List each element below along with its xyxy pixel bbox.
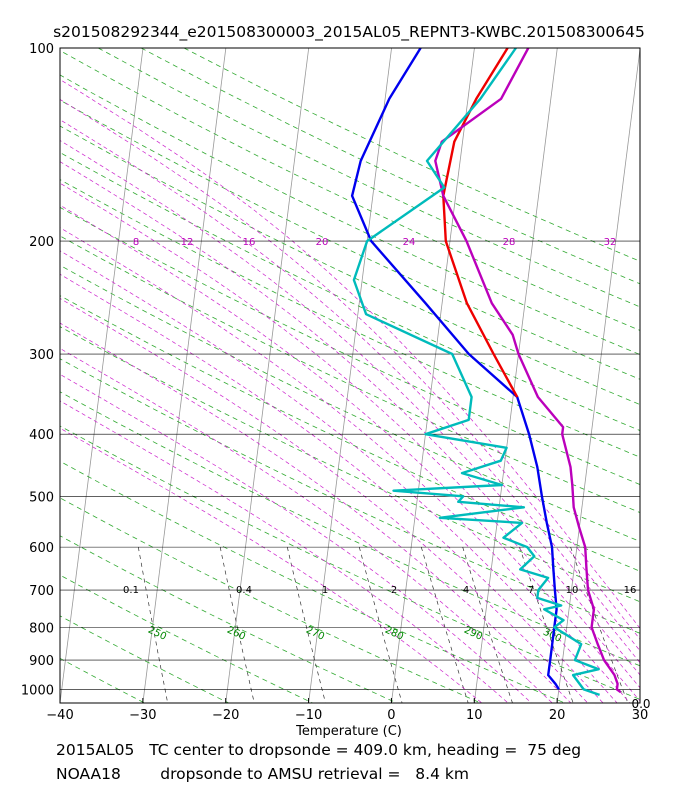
moist-adiabat-line: [60, 322, 572, 703]
isotherm-line: [60, 48, 144, 703]
mixing-ratio-label: 10: [566, 585, 579, 596]
isotherm-line: [60, 48, 61, 53]
x-tick-label: −40: [46, 708, 73, 723]
moist-adiabat-label: 32: [604, 237, 617, 248]
x-tick-label: −30: [129, 708, 156, 723]
moist-adiabat-label: 8: [133, 237, 139, 248]
dry-adiabat-line: [60, 535, 397, 703]
moist-adiabat-line: [60, 79, 640, 629]
series-magenta-line: [434, 48, 622, 694]
profile-series: [350, 48, 622, 697]
skewt-chart: s201508292344_e201508300003_2015AL05_REP…: [21, 23, 651, 739]
moist-adiabat-line: [60, 161, 640, 676]
dry-adiabat-line: [60, 702, 61, 703]
plot-frame: [59, 47, 641, 704]
x-axis-label: Temperature (C): [295, 724, 402, 739]
mixing-ratio-line: [420, 547, 469, 703]
moist-adiabat-line: [60, 99, 640, 640]
mixing-ratio-line: [519, 546, 574, 703]
y-tick-label: 500: [29, 490, 54, 505]
y-tick-label: 400: [29, 428, 54, 443]
y-tick-label: 800: [29, 621, 54, 636]
isotherm-line: [556, 48, 640, 703]
dry-adiabat-line: [60, 497, 481, 703]
dry-adiabat-line: [60, 391, 640, 667]
mixing-ratio-line: [358, 547, 403, 703]
chart-title: s201508292344_e201508300003_2015AL05_REP…: [53, 23, 645, 42]
moist-adiabat-label: 24: [403, 237, 416, 248]
mixing-ratio-line: [137, 547, 169, 703]
mixing-ratio-label: 4: [463, 585, 469, 596]
corner-label: 0.0: [631, 697, 650, 711]
mixing-ratio-line: [219, 547, 255, 703]
dry-adiabat-line: [60, 179, 640, 458]
moist-adiabat-label: 12: [181, 237, 194, 248]
y-tick-label: 200: [29, 235, 54, 250]
dry-adiabat-line: [60, 264, 640, 542]
mixing-ratio-line: [286, 547, 326, 703]
isotherm-line: [639, 699, 640, 703]
dry-adiabat-line: [60, 99, 640, 380]
moist-adiabat-label: 16: [243, 237, 256, 248]
isotherm-line: [391, 48, 475, 703]
y-tick-label: 700: [29, 584, 54, 599]
x-tick-label: −10: [295, 708, 322, 723]
dry-adiabat-line: [60, 295, 640, 572]
moist-adiabat-label: 28: [503, 237, 516, 248]
caption-line-2: NOAA18 dropsonde to AMSU retrieval = 8.4…: [56, 765, 469, 783]
moist-adiabat-line: [60, 373, 532, 703]
mixing-ratio-label: 0.1: [123, 585, 139, 596]
caption-line-1: 2015AL05 TC center to dropsonde = 409.0 …: [56, 741, 582, 759]
x-tick-label: −20: [212, 708, 239, 723]
mixing-ratio-line: [570, 546, 629, 703]
dry-adiabat-line: [60, 460, 565, 703]
x-tick-label: 30: [632, 708, 649, 723]
isotherm-line: [473, 48, 558, 703]
moist-adiabat-label: 20: [316, 237, 329, 248]
mixing-ratio-label: 16: [624, 585, 637, 596]
isotherm-line: [225, 48, 310, 703]
moist-adiabat-line: [60, 427, 483, 703]
y-axis-ticks: 100 200 300 400 500 600 700 800 900 1000: [21, 42, 54, 698]
x-axis-ticks: −40 −30 −20 −10 0 10 20 30: [46, 698, 648, 723]
mixing-ratio-label: 1: [322, 585, 328, 596]
dry-adiabat-line: [60, 206, 640, 486]
mixing-ratio-label: 7: [528, 585, 534, 596]
mixing-ratio-label: 2: [391, 585, 397, 596]
y-tick-label: 900: [29, 654, 54, 669]
y-tick-label: 100: [29, 42, 54, 57]
series-red-line: [442, 48, 519, 398]
dry-adiabat-line: [60, 615, 229, 703]
series-blue-line: [350, 48, 560, 691]
x-tick-label: 10: [466, 708, 483, 723]
mixing-ratio-line: [462, 546, 513, 703]
isobar-lines: [60, 47, 640, 690]
x-tick-label: 0: [387, 708, 395, 723]
y-tick-label: 300: [29, 348, 54, 363]
moist-adiabat-line: [60, 347, 553, 703]
moist-adiabat-line: [60, 298, 588, 703]
mixing-ratio-label: 0.4: [236, 585, 252, 596]
x-tick-label: 20: [549, 708, 566, 723]
isotherm-line: [308, 48, 392, 703]
moist-adiabat-line: [60, 227, 631, 703]
y-tick-label: 600: [29, 541, 54, 556]
dry-adiabat-line: [60, 125, 640, 405]
y-tick-label: 1000: [21, 683, 54, 698]
moist-adiabat-line: [60, 250, 618, 703]
dry-adiabat-line: [60, 50, 640, 331]
series-cyan-line: [352, 48, 600, 697]
